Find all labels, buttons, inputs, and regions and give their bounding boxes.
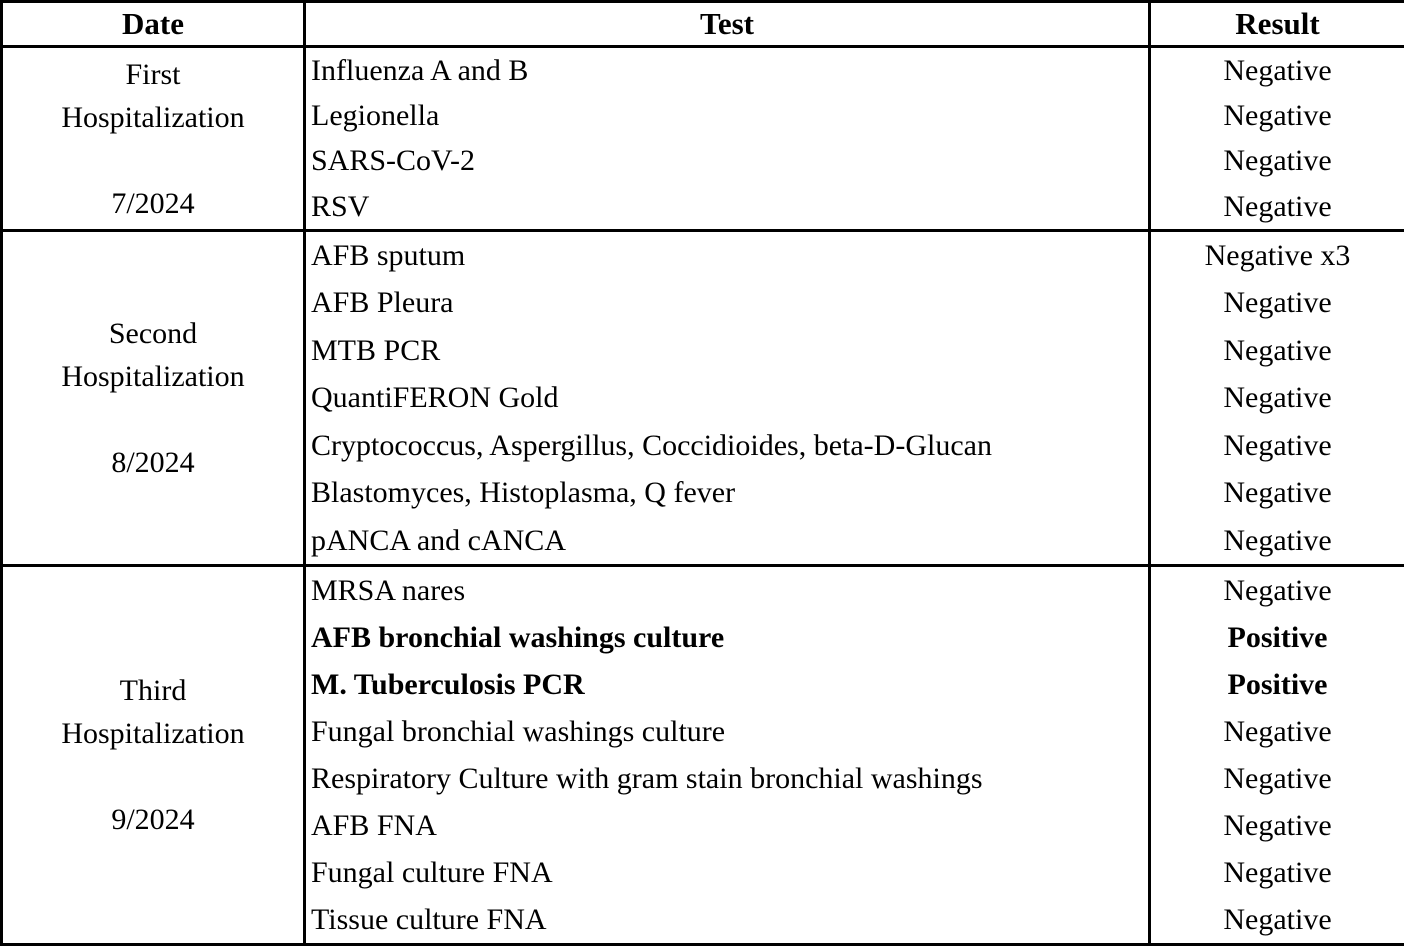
result-list: Negative Negative Negative Negative — [1151, 48, 1404, 229]
test-cell: MRSA nares AFB bronchial washings cultur… — [303, 564, 1151, 946]
test-list: Influenza A and B Legionella SARS-CoV-2 … — [306, 48, 1148, 229]
test-result: Negative — [1223, 714, 1332, 748]
test-result: Negative — [1223, 761, 1332, 795]
header-row: Date Test Result — [0, 0, 1404, 49]
test-result: Negative — [1223, 808, 1332, 842]
hospitalization-date: 9/2024 — [111, 803, 195, 837]
date-stack: Second Hospitalization 8/2024 — [3, 232, 303, 564]
test-list: AFB sputum AFB Pleura MTB PCR QuantiFERO… — [306, 232, 1148, 564]
test-result: Negative — [1223, 855, 1332, 889]
date-spacer — [3, 139, 303, 182]
test-result: Negative — [1223, 54, 1332, 88]
hospitalization-label-line2: Hospitalization — [61, 100, 245, 134]
test-result: Negative — [1223, 523, 1332, 557]
hospitalization-label-line2: Hospitalization — [61, 717, 245, 751]
test-result: Negative — [1223, 286, 1332, 320]
date-cell: First Hospitalization 7/2024 — [0, 45, 306, 233]
section-third-hospitalization: Third Hospitalization 9/2024 MRSA nares … — [0, 564, 1404, 946]
test-result: Negative — [1223, 428, 1332, 462]
test-name: SARS-CoV-2 — [311, 144, 475, 178]
test-name: Blastomyces, Histoplasma, Q fever — [311, 476, 736, 510]
test-result-positive: Positive — [1227, 667, 1328, 701]
test-name: RSV — [311, 189, 370, 223]
column-header-result: Result — [1148, 0, 1404, 49]
column-header-test: Test — [303, 0, 1151, 49]
test-name: MRSA nares — [311, 573, 466, 607]
date-cell: Third Hospitalization 9/2024 — [0, 564, 306, 946]
result-cell: Negative Positive Positive Negative Nega… — [1148, 564, 1404, 946]
section-second-hospitalization: Second Hospitalization 8/2024 AFB sputum… — [0, 229, 1404, 568]
test-name: AFB FNA — [311, 808, 437, 842]
column-header-date: Date — [0, 0, 306, 49]
test-name: AFB Pleura — [311, 286, 454, 320]
hospitalization-label-line1: Third — [119, 674, 187, 708]
test-result: Negative — [1223, 476, 1332, 510]
date-spacer — [3, 755, 303, 798]
section-first-hospitalization: First Hospitalization 7/2024 Influenza A… — [0, 45, 1404, 233]
test-name: Respiratory Culture with gram stain bron… — [311, 761, 983, 795]
test-result: Negative — [1223, 144, 1332, 178]
test-list: MRSA nares AFB bronchial washings cultur… — [306, 567, 1148, 943]
date-stack: First Hospitalization 7/2024 — [3, 48, 303, 229]
test-result: Negative — [1223, 381, 1332, 415]
test-result: Negative — [1223, 573, 1332, 607]
test-result: Negative — [1223, 99, 1332, 133]
date-cell: Second Hospitalization 8/2024 — [0, 229, 306, 568]
hospitalization-date: 7/2024 — [111, 186, 195, 220]
test-name-positive: M. Tuberculosis PCR — [311, 667, 585, 701]
date-stack: Third Hospitalization 9/2024 — [3, 567, 303, 943]
test-name: Cryptococcus, Aspergillus, Coccidioides,… — [311, 428, 992, 462]
test-name-positive: AFB bronchial washings culture — [311, 620, 725, 654]
result-cell: Negative Negative Negative Negative — [1148, 45, 1404, 233]
result-cell: Negative x3 Negative Negative Negative N… — [1148, 229, 1404, 568]
result-list: Negative x3 Negative Negative Negative N… — [1151, 232, 1404, 564]
test-cell: AFB sputum AFB Pleura MTB PCR QuantiFERO… — [303, 229, 1151, 568]
test-result-positive: Positive — [1227, 620, 1328, 654]
test-name: AFB sputum — [311, 238, 466, 272]
test-name: Tissue culture FNA — [311, 902, 547, 936]
hospitalization-label-line1: First — [125, 57, 181, 91]
test-name: MTB PCR — [311, 333, 441, 367]
test-name: Legionella — [311, 99, 440, 133]
date-spacer — [3, 398, 303, 441]
test-name: Fungal culture FNA — [311, 855, 553, 889]
hospitalization-date: 8/2024 — [111, 446, 195, 480]
result-list: Negative Positive Positive Negative Nega… — [1151, 567, 1404, 943]
hospitalization-label-line2: Hospitalization — [61, 360, 245, 394]
test-name: pANCA and cANCA — [311, 523, 566, 557]
test-name: Influenza A and B — [311, 54, 529, 88]
hospitalization-label-line1: Second — [108, 317, 198, 351]
test-name: Fungal bronchial washings culture — [311, 714, 726, 748]
test-name: QuantiFERON Gold — [311, 381, 559, 415]
test-result: Negative — [1223, 189, 1332, 223]
test-cell: Influenza A and B Legionella SARS-CoV-2 … — [303, 45, 1151, 233]
test-result: Negative x3 — [1204, 238, 1351, 272]
test-result: Negative — [1223, 902, 1332, 936]
test-result: Negative — [1223, 333, 1332, 367]
